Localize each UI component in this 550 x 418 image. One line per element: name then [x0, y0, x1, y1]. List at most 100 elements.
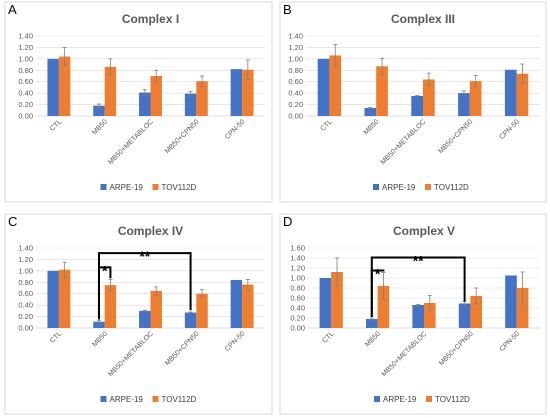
bar-tov112d: [104, 285, 117, 328]
legend-swatch: [373, 184, 379, 190]
y-tick-label: 0.20: [18, 100, 33, 109]
y-tick-label: 1.40: [288, 32, 303, 41]
legend-label: TOV112D: [162, 395, 197, 404]
y-tick-label: 1.00: [18, 54, 33, 63]
bar-tov112d: [376, 66, 388, 116]
y-tick-label: 1.40: [18, 244, 33, 253]
panel-label: C: [8, 214, 17, 229]
significance-label: **: [139, 248, 150, 264]
y-tick-label: 0.00: [288, 112, 303, 121]
y-tick-label: 0.60: [18, 77, 33, 86]
significance-bracket: [97, 252, 192, 320]
legend-swatch: [152, 396, 159, 402]
bar-arpe-19: [411, 96, 423, 116]
bar-arpe-19: [47, 58, 59, 116]
legend-swatch: [426, 396, 432, 402]
legend-label: ARPE-19: [110, 183, 144, 192]
legend-label: TOV112D: [435, 395, 470, 404]
legend-label: TOV112D: [162, 183, 197, 192]
legend-swatch: [100, 184, 107, 190]
y-tick-label: 0.00: [18, 112, 33, 121]
bar-tov112d: [150, 76, 162, 116]
y-tick-label: 0.60: [290, 294, 305, 303]
y-tick-label: 0.40: [288, 89, 303, 98]
bar-arpe-19: [230, 69, 243, 116]
y-tick-label: 0.80: [18, 278, 33, 287]
bar-arpe-19: [366, 319, 378, 328]
bar-arpe-19: [505, 275, 517, 328]
bar-tov112d: [242, 69, 254, 116]
y-tick-label: 1.20: [18, 43, 33, 52]
bar-arpe-19: [364, 108, 377, 116]
bar-arpe-19: [93, 321, 105, 328]
y-tick-label: 1.40: [290, 254, 305, 263]
bar-arpe-19: [317, 58, 330, 116]
bar-arpe-19: [504, 69, 517, 116]
y-tick-label: 1.00: [290, 274, 305, 283]
significance-label: *: [375, 266, 381, 282]
y-tick-label: 1.20: [18, 255, 33, 264]
chart-title: Complex V: [393, 224, 455, 238]
y-tick-label: 1.00: [288, 54, 303, 63]
bar-arpe-19: [458, 93, 470, 116]
bar-tov112d: [469, 81, 482, 116]
legend-label: ARPE-19: [382, 183, 416, 192]
significance-bracket: [370, 256, 466, 317]
legend-swatch: [374, 396, 380, 402]
legend-swatch: [425, 184, 431, 190]
bar-arpe-19: [184, 93, 197, 116]
panel-label: D: [283, 214, 292, 229]
bar-tov112d: [331, 272, 343, 328]
y-tick-label: 0.40: [18, 89, 33, 98]
bar-arpe-19: [458, 303, 471, 328]
bar-arpe-19: [184, 312, 197, 328]
bar-tov112d: [196, 293, 208, 328]
y-tick-label: 0.40: [18, 301, 33, 310]
panel-b: B Complex III 0.00 0.20 0.40 0.60 0.80 1.00 1.20…: [279, 1, 547, 203]
chart-title: Complex III: [391, 12, 455, 26]
legend-swatch: [100, 396, 107, 402]
y-tick-label: 0.40: [290, 304, 305, 313]
bar-tov112d: [104, 66, 117, 116]
y-tick-label: 1.20: [288, 43, 303, 52]
bar-arpe-19: [93, 105, 105, 116]
bar-tov112d: [196, 81, 208, 116]
significance-label: *: [102, 262, 108, 278]
chart-title: Complex IV: [118, 224, 183, 238]
bar-tov112d: [377, 286, 390, 328]
bar-tov112d: [58, 56, 71, 116]
y-tick-label: 1.20: [290, 264, 305, 273]
bar-arpe-19: [139, 310, 151, 328]
bar-tov112d: [242, 284, 254, 328]
bar-tov112d: [58, 269, 71, 328]
y-tick-label: 0.80: [288, 66, 303, 75]
legend-label: TOV112D: [434, 183, 469, 192]
y-tick-label: 1.40: [18, 32, 33, 41]
y-tick-label: 0.20: [290, 314, 305, 323]
legend-label: ARPE-19: [383, 395, 417, 404]
bar-tov112d: [424, 303, 436, 328]
panel-label: B: [283, 2, 292, 17]
bar-arpe-19: [319, 278, 332, 328]
y-tick-label: 1.60: [290, 244, 305, 253]
bar-tov112d: [329, 55, 342, 116]
y-tick-label: 0.60: [288, 77, 303, 86]
y-tick-label: 0.20: [288, 100, 303, 109]
bar-arpe-19: [230, 280, 243, 328]
panel-label: A: [8, 2, 17, 17]
panel-c: C Complex IV 0.00 0.20 0.40 0.60 0.80 1.00 1.20 1…: [4, 213, 273, 415]
y-tick-label: 0.60: [18, 289, 33, 298]
legend-swatch: [152, 184, 159, 190]
y-tick-label: 0.00: [290, 324, 305, 333]
y-tick-label: 0.80: [18, 66, 33, 75]
significance-label: **: [413, 253, 424, 269]
chart-title: Complex I: [122, 12, 179, 26]
bar-tov112d: [516, 73, 529, 116]
y-tick-label: 1.00: [18, 266, 33, 275]
legend-label: ARPE-19: [110, 395, 144, 404]
panel-a: A Complex I 0.00 0.20 0.40 0.60 0.80 1.00 1.20 1.…: [4, 1, 273, 203]
bar-tov112d: [470, 296, 482, 328]
y-tick-label: 0.80: [290, 284, 305, 293]
